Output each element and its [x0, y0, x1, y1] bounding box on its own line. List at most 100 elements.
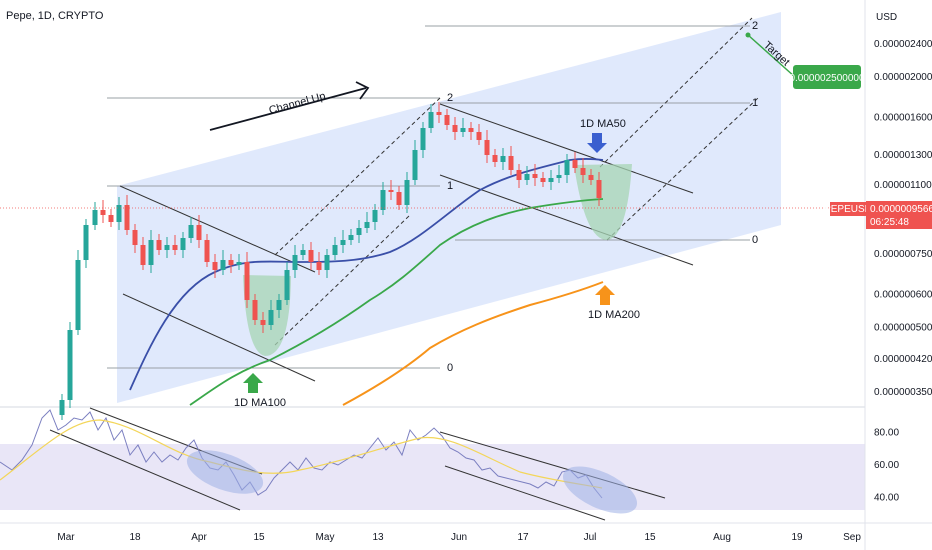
- cup-shape-july: [574, 164, 632, 240]
- candle-body: [292, 255, 298, 270]
- candle-body: [492, 155, 498, 162]
- target-badge[interactable]: [793, 65, 861, 89]
- fib-left-2-label: 2: [447, 92, 453, 104]
- candle-body: [276, 300, 282, 310]
- price-tick-label: 0.0000020000000: [874, 72, 932, 83]
- rsi-ma-line: [0, 419, 603, 489]
- candle-body: [372, 210, 378, 222]
- candle-body: [332, 245, 338, 255]
- down-channel-2-bottom: [439, 174, 694, 266]
- time-tick-label: 18: [129, 532, 141, 543]
- candle-body: [324, 255, 330, 270]
- candle-body: [132, 230, 138, 245]
- candle-body: [300, 250, 306, 255]
- candle-body: [116, 205, 122, 222]
- time-tick-label: Mar: [57, 532, 75, 543]
- candle-body: [580, 168, 586, 175]
- ma100-line: [189, 198, 604, 406]
- candle-body: [444, 115, 450, 125]
- time-tick-label: 19: [791, 532, 803, 543]
- price-tick-label: 0.0000005000000: [874, 323, 932, 334]
- candle-body: [212, 262, 218, 270]
- candle-body: [268, 310, 274, 325]
- candle-body: [188, 225, 194, 238]
- candle-body: [67, 330, 73, 400]
- candle-body: [236, 262, 242, 265]
- ma50-line: [129, 157, 604, 391]
- time-tick-label: 13: [372, 532, 384, 543]
- rsi-channel-1-bottom: [49, 429, 241, 511]
- price-tick-label: 0.0000011000000: [874, 180, 932, 191]
- candle-body: [420, 128, 426, 150]
- ma100-arrow: [243, 373, 263, 393]
- candle-body: [220, 260, 226, 270]
- candle-body: [140, 245, 146, 265]
- candle-body: [508, 156, 514, 170]
- target-line: [747, 34, 796, 78]
- down-channel-1-bottom: [122, 293, 316, 382]
- candle-body: [108, 215, 114, 222]
- candle-body: [436, 112, 442, 115]
- candle-body: [404, 180, 410, 205]
- candle-body: [380, 190, 386, 210]
- channel-up-label: Channel Up: [268, 90, 327, 117]
- candle-body: [540, 178, 546, 182]
- candle-body: [460, 128, 466, 132]
- candle-body: [548, 178, 554, 182]
- rsi-ellipse-july: [562, 466, 638, 514]
- candle-body: [148, 240, 154, 265]
- fib-right-0-label: 0: [752, 234, 758, 246]
- ma200-arrow: [595, 285, 615, 305]
- candle-body: [252, 300, 258, 320]
- rsi-band: [0, 444, 865, 510]
- up-channel-dash-top: [274, 97, 441, 256]
- candle-body: [308, 250, 314, 262]
- price-axis-currency: USD: [876, 12, 897, 23]
- fib-right-1-label: 1: [752, 97, 758, 109]
- candle-body: [100, 210, 106, 215]
- candle-body: [428, 112, 434, 128]
- time-tick-label: Jun: [451, 532, 467, 543]
- candle-body: [164, 245, 170, 250]
- rsi-channel-2-bottom: [444, 465, 606, 521]
- candle-body: [172, 245, 178, 250]
- time-tick-label: 15: [644, 532, 656, 543]
- time-tick-label: 17: [517, 532, 529, 543]
- channel-up-arrow-head: [355, 81, 370, 100]
- ma200-label: 1D MA200: [588, 309, 640, 321]
- candlestick-series: [59, 102, 602, 420]
- candle-body: [524, 174, 530, 180]
- candle-body: [556, 175, 562, 178]
- time-tick-label: Aug: [713, 532, 731, 543]
- candle-body: [260, 320, 266, 325]
- fib-left-1-label: 1: [447, 180, 453, 192]
- candle-body: [124, 205, 130, 230]
- candle-body: [388, 190, 394, 192]
- candle-body: [59, 400, 65, 415]
- chart-symbol-header: Pepe, 1D, CRYPTO: [6, 10, 104, 22]
- candle-body: [83, 225, 89, 260]
- candle-body: [316, 262, 322, 270]
- rsi-tick-label: 60.00: [874, 460, 899, 471]
- candle-body: [468, 128, 474, 132]
- time-tick-label: Apr: [191, 532, 207, 543]
- channel-up-arrow-line: [209, 87, 367, 131]
- price-tick-label: 0.0000006000000: [874, 290, 932, 301]
- time-tick-label: May: [316, 532, 335, 543]
- price-tick-label: 0.0000013000000: [874, 150, 932, 161]
- ma100-label: 1D MA100: [234, 397, 286, 409]
- candle-body: [92, 210, 98, 225]
- candle-body: [196, 225, 202, 240]
- candle-body: [204, 240, 210, 262]
- symbol-tag-text: PEPEUSD: [824, 204, 872, 215]
- candle-body: [244, 262, 250, 300]
- candle-body: [484, 140, 490, 155]
- target-dash-top: [599, 17, 753, 168]
- price-tick-label: 0.0000004200000: [874, 354, 932, 365]
- candle-body: [228, 260, 234, 265]
- candle-body: [75, 260, 81, 330]
- current-price-badge[interactable]: [866, 201, 932, 229]
- candle-body: [340, 240, 346, 245]
- candle-body: [156, 240, 162, 250]
- candle-body: [180, 238, 186, 250]
